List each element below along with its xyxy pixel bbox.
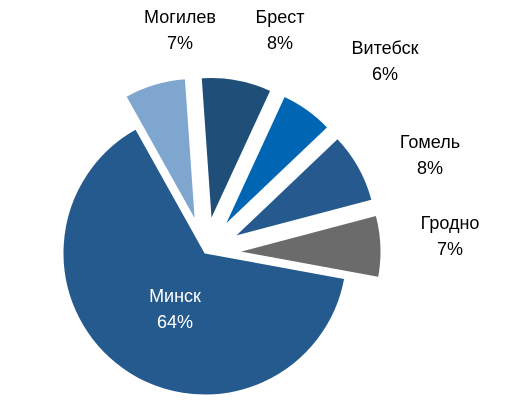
slice-label-4: Минск 64% <box>149 286 201 332</box>
slice-value-3: 7% <box>437 239 463 259</box>
pie-slice-4 <box>62 128 346 396</box>
slice-name-4: Минск <box>149 286 201 306</box>
slice-label-1: Витебск 6% <box>352 38 419 84</box>
pie-slice-2 <box>234 137 373 237</box>
pie-slices <box>62 77 382 396</box>
pie-slice-1 <box>224 95 329 226</box>
slice-name-0: Брест <box>255 7 304 27</box>
slice-value-2: 8% <box>417 158 443 178</box>
slice-name-1: Витебск <box>352 38 419 58</box>
slice-value-5: 7% <box>167 33 193 53</box>
slice-label-5: Могилев 7% <box>144 7 216 53</box>
pie-slice-0 <box>200 77 272 220</box>
pie-labels: Брест 8% Витебск 6% Гомель 8% Гродно 7% Минск 64%… <box>144 7 479 332</box>
slice-label-3: Гродно 7% <box>421 213 480 259</box>
slice-value-1: 6% <box>372 64 398 84</box>
slice-value-0: 8% <box>267 33 293 53</box>
slice-name-5: Могилев <box>144 7 216 27</box>
pie-slice-5 <box>125 78 196 221</box>
slice-name-2: Гомель <box>400 132 460 152</box>
pie-slice-3 <box>238 214 382 278</box>
slice-value-4: 64% <box>157 312 193 332</box>
slice-name-3: Гродно <box>421 213 480 233</box>
slice-label-2: Гомель 8% <box>400 132 460 178</box>
slice-label-0: Брест 8% <box>255 7 304 53</box>
